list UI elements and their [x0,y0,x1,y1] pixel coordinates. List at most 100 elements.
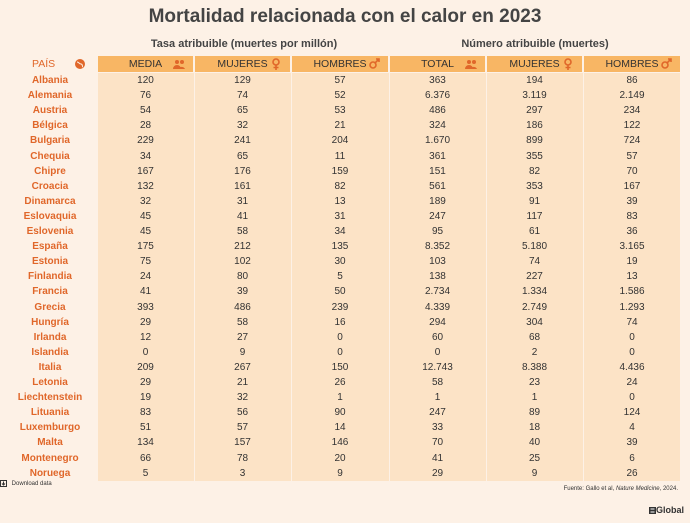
column-divider [388,73,390,481]
table-cell: 124 [623,407,641,419]
table-cell: 3.165 [619,241,645,253]
table-cell: 151 [429,165,446,177]
country-name: Liechtenstein [17,392,83,404]
table-cell: 21 [334,120,346,132]
table-cell: 86 [626,75,638,86]
country-name: Finlandia [28,271,72,283]
table-cell: 29 [431,467,444,479]
country-name: Bulgaria [29,135,70,147]
table-cell: 50 [334,286,346,298]
country-name: Bélgica [32,120,68,132]
table-cell: 57 [334,75,346,86]
table-cell: 70 [626,165,638,177]
country-name: Hungría [31,316,69,328]
download-link[interactable]: Download data [0,480,52,487]
table-cell: 23 [528,377,541,388]
table-cell: 31 [236,195,249,207]
country-name: Malta [37,437,63,449]
table-cell: 82 [528,165,541,177]
table-cell: 21 [236,377,249,388]
table-cell: 45 [139,226,152,237]
table-cell: 0 [629,346,635,358]
table-cell: 5 [142,467,149,479]
table-cell: 58 [236,226,249,237]
column-icon [272,58,280,70]
table-cell: 65 [236,105,249,117]
table-cell: 33 [431,422,444,434]
country-name: Grecia [34,301,66,313]
table-cell: 78 [236,452,249,464]
table-cell: 82 [334,180,346,192]
table-cell: 194 [526,75,543,86]
group-heading: Número atribuible (muertes) [461,38,609,50]
table-cell: 57 [236,422,249,434]
country-name: Italia [38,361,62,373]
table-cell: 209 [137,361,154,373]
table-cell: 29 [139,377,152,388]
table-cell: 212 [234,241,251,253]
table-cell: 0 [629,392,635,404]
table-cell: 5 [337,271,343,283]
country-name: Eslovenia [26,226,74,237]
table-cell: 204 [331,135,349,147]
table-cell: 227 [526,271,543,283]
table-cell: 3.119 [522,90,547,102]
table-cell: 294 [429,316,446,328]
table-cell: 36 [626,226,638,237]
table-cell: 41 [236,210,249,222]
table-cell: 297 [526,105,543,117]
table-cell: 102 [234,256,251,268]
country-name: Alemania [27,90,73,102]
table-cell: 74 [626,316,638,328]
table-cell: 2 [531,346,538,358]
column-header: HOMBRES [584,56,680,72]
table-cell: 19 [626,256,638,268]
column-header: HOMBRES [292,56,388,72]
table-cell: 6.376 [424,90,451,102]
table-cell: 41 [431,452,444,464]
table-cell: 83 [626,210,638,222]
table-cell: 32 [236,120,249,132]
country-name: Islandia [31,346,69,358]
table-cell: 486 [429,105,446,117]
source-text: Fuente: Gallo et al, [563,486,616,492]
table-cell: 12.743 [422,361,453,373]
country-name: España [32,241,68,253]
download-icon [0,480,7,487]
table-cell: 66 [139,452,152,464]
logo: Global [648,505,684,515]
table-cell: 13 [334,195,346,207]
table-cell: 45 [139,210,152,222]
table-cell: 1.334 [521,286,548,298]
table-cell: 175 [137,241,154,253]
table-cell: 13 [626,271,638,283]
column-header: MUJERES [195,56,290,72]
table-cell: 14 [334,422,346,434]
column-divider [582,73,584,481]
table-cell: 186 [526,120,543,132]
country-name: Chipre [34,165,66,177]
table-cell: 4.339 [424,301,451,313]
table-cell: 30 [334,256,346,268]
table-cell: 120 [137,75,154,86]
source: Fuente: Gallo et al, Nature Medicine, 20… [564,486,678,492]
table-cell: 58 [431,377,444,388]
table-cell: 353 [526,180,543,192]
table-cell: 167 [623,180,641,192]
table-cell: 132 [137,180,154,192]
table-cell: 117 [526,210,543,222]
table-cell: 9 [531,467,538,479]
table-cell: 89 [528,407,541,419]
table-cell: 146 [331,437,349,449]
logo-text: Global [655,505,684,515]
column-icon [75,59,85,69]
table-cell: 26 [626,467,638,479]
country-name: Lituania [30,407,70,419]
table-cell: 53 [334,105,346,117]
table-cell: 267 [234,361,251,373]
table-cell: 74 [528,256,541,268]
country-name: Dinamarca [24,195,76,207]
table-cell: 70 [431,437,444,449]
table-cell: 247 [429,210,446,222]
table-cell: 18 [528,422,541,434]
